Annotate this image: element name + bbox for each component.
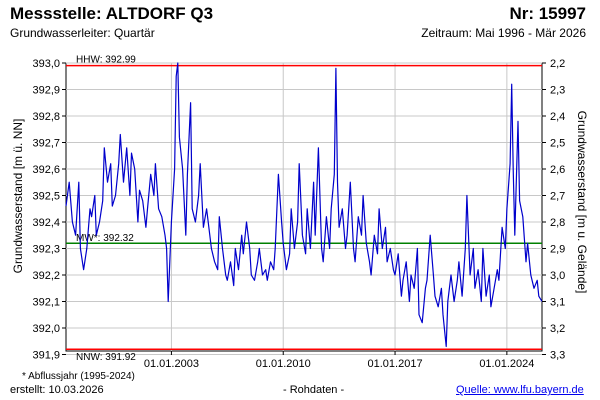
y-tick-label: 392,8 bbox=[32, 111, 60, 123]
reference-label: MW*: 392.32 bbox=[76, 233, 134, 244]
y2-tick-label: 2,5 bbox=[550, 138, 565, 150]
y2-tick-label: 2,7 bbox=[550, 191, 565, 203]
y-tick-label: 392,7 bbox=[32, 138, 60, 150]
chart-title: Messstelle: ALTDORF Q3 bbox=[10, 4, 214, 23]
y2-tick-label: 2,4 bbox=[550, 111, 565, 123]
grid bbox=[66, 62, 542, 355]
y2-tick-label: 2,9 bbox=[550, 244, 565, 256]
y-tick-label: 392,9 bbox=[32, 85, 60, 97]
y-tick-label: 392,5 bbox=[32, 191, 60, 203]
y-tick-label: 392,0 bbox=[32, 323, 60, 335]
y2-axis-label: Grundwasserstand [m u. Gelände] bbox=[575, 111, 589, 294]
x-axis-ticks: 01.01.2003 01.01.2010 01.01.2017 01.01.2024 bbox=[144, 351, 534, 370]
y-tick-label: 392,1 bbox=[32, 297, 60, 309]
y-tick-label: 391,9 bbox=[32, 350, 60, 362]
x-tick-label: 01.01.2017 bbox=[368, 358, 423, 370]
x-tick-label: 01.01.2003 bbox=[144, 358, 199, 370]
x-tick-label: 01.01.2024 bbox=[479, 358, 534, 370]
y-tick-label: 392,2 bbox=[32, 270, 60, 282]
aquifer-label: Grundwasserleiter: Quartär bbox=[10, 26, 155, 40]
y2-tick-label: 3,1 bbox=[550, 297, 565, 309]
y2-tick-label: 2,8 bbox=[550, 217, 565, 229]
reference-label: NNW: 391.92 bbox=[76, 352, 136, 363]
plot-area bbox=[65, 62, 543, 352]
series-line bbox=[65, 62, 543, 348]
station-number: Nr: 15997 bbox=[509, 4, 586, 23]
reference-label: HHW: 392.99 bbox=[76, 55, 136, 66]
x-tick-label: 01.01.2010 bbox=[256, 358, 311, 370]
y2-tick-label: 3,2 bbox=[550, 323, 565, 335]
y2-tick-label: 2,6 bbox=[550, 164, 565, 176]
y-tick-label: 392,3 bbox=[32, 244, 60, 256]
footnote: * Abflussjahr (1995-2024) bbox=[22, 371, 135, 382]
y-tick-label: 392,4 bbox=[32, 217, 60, 229]
period-label: Zeitraum: Mai 1996 - Mär 2026 bbox=[421, 26, 586, 40]
y-axis-label: Grundwasserstand [m ü. NN] bbox=[11, 119, 25, 274]
y-axis-ticks: 393,0 392,9 392,8 392,7 392,6 392,5 392,4 392,3… bbox=[32, 58, 66, 362]
created-date: erstellt: 10.03.2026 bbox=[10, 384, 104, 396]
y2-axis-ticks: 2,2 2,3 2,4 2,5 2,6 2,7 2,8 2,9 3,0 3,1 3,2 3,3 bbox=[542, 58, 565, 362]
raw-data-label: - Rohdaten - bbox=[283, 384, 345, 396]
y2-tick-label: 2,2 bbox=[550, 58, 565, 70]
y2-tick-label: 2,3 bbox=[550, 85, 565, 97]
y-tick-label: 392,6 bbox=[32, 164, 60, 176]
y-tick-label: 393,0 bbox=[32, 58, 60, 70]
source-link[interactable]: Quelle: www.lfu.bayern.de bbox=[456, 384, 584, 396]
y2-tick-label: 3,3 bbox=[550, 350, 565, 362]
y2-tick-label: 3,0 bbox=[550, 270, 565, 282]
